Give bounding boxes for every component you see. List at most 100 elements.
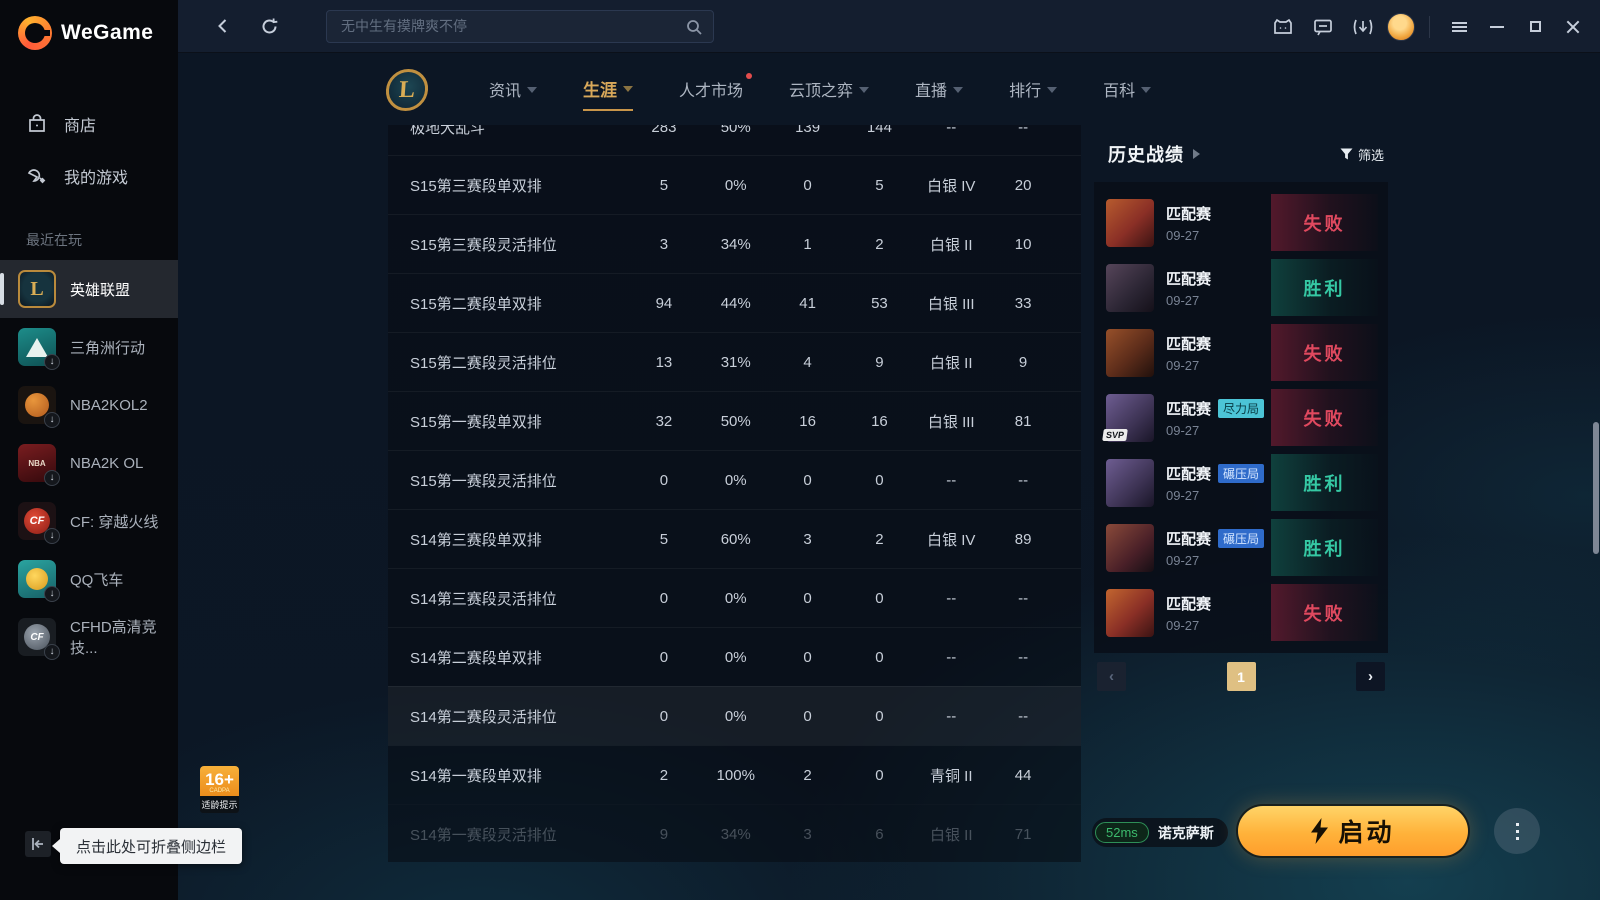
game-name: CFHD高清竞技... [70, 619, 157, 657]
sidebar-item-my-games[interactable]: 我的游戏 [0, 150, 178, 202]
next-page-button[interactable]: › [1356, 662, 1385, 691]
row-losses: 2 [875, 530, 884, 548]
row-wins: 0 [803, 648, 812, 666]
match-result-win: 胜利 [1271, 259, 1378, 316]
table-row[interactable]: S14第三赛段单双排 5 60% 3 2 白银 IV 89 [388, 509, 1081, 568]
row-wins: 2 [803, 766, 812, 784]
match-item[interactable]: 匹配赛 09-27 失败 [1094, 190, 1388, 255]
lol-nav: L 资讯 生涯 人才市场 云顶之弈 直播 排行 百科 [178, 53, 1600, 125]
main-menu-button[interactable] [1444, 12, 1474, 42]
row-winrate: 34% [720, 825, 751, 843]
hamburger-icon [1451, 20, 1467, 34]
table-row[interactable]: S15第三赛段单双排 5 0% 0 5 白银 IV 20 [388, 155, 1081, 214]
store-bag-icon [29, 114, 45, 132]
nav-tab-label: 百科 [1103, 83, 1136, 100]
search-icon[interactable] [685, 18, 703, 36]
sidebar-game-qq-speed[interactable]: ↓ QQ飞车 [0, 550, 178, 608]
row-wins: 1 [803, 235, 812, 253]
nav-tab-news[interactable]: 资讯 [489, 69, 538, 109]
downloads-button[interactable] [1347, 11, 1379, 43]
refresh-button[interactable] [252, 9, 286, 43]
table-row-highlighted[interactable]: S14第二赛段灵活排位 0 0% 0 0 -- -- [388, 686, 1081, 745]
table-row[interactable]: S14第一赛段单双排 2 100% 2 0 青铜 II 44 [388, 745, 1081, 804]
chevron-down-icon [527, 87, 538, 93]
crossfire-game-icon: CF ↓ [18, 502, 60, 544]
match-item[interactable]: 匹配赛 09-27 胜利 [1094, 255, 1388, 320]
sidebar-game-nba2kol2[interactable]: ↓ NBA2KOL2 [0, 376, 178, 434]
vertical-scrollbar[interactable] [1593, 422, 1599, 554]
row-losses: 5 [875, 176, 884, 194]
row-wins: 4 [803, 353, 812, 371]
user-avatar[interactable] [1387, 12, 1415, 41]
row-points: -- [1018, 125, 1029, 136]
sidebar-game-cfhd[interactable]: CF ↓ CFHD高清竞技... [0, 608, 178, 666]
lightning-bolt-icon [1311, 818, 1329, 844]
row-losses: 6 [875, 825, 884, 843]
row-games: 2 [659, 766, 669, 784]
table-row[interactable]: 极地大乱斗 283 50% 139 144 -- -- [388, 125, 1081, 155]
chat-icon [1314, 19, 1332, 35]
sidebar-item-store[interactable]: 商店 [0, 98, 178, 150]
sidebar-game-crossfire[interactable]: CF ↓ CF: 穿越火线 [0, 492, 178, 550]
nav-tab-ranking[interactable]: 排行 [1009, 69, 1058, 109]
row-rank: 白银 II [929, 826, 973, 844]
row-winrate: 0% [724, 176, 747, 194]
match-mode: 匹配赛 [1166, 400, 1212, 418]
row-winrate: 50% [720, 412, 751, 430]
table-row[interactable]: S14第一赛段灵活排位 9 34% 3 6 白银 II 71 [388, 804, 1081, 862]
nav-tab-career[interactable]: 生涯 [583, 68, 634, 111]
row-winrate: 34% [720, 235, 751, 253]
minimize-button[interactable] [1482, 12, 1512, 42]
match-item[interactable]: SVP 匹配赛 尽力局 09-27 失败 [1094, 385, 1388, 450]
workshop-button[interactable] [1267, 11, 1299, 43]
nav-tab-talent-market[interactable]: 人才市场 [679, 69, 753, 109]
nav-tab-live[interactable]: 直播 [915, 69, 964, 109]
notification-dot [746, 73, 753, 79]
lol-nav-logo[interactable]: L [384, 63, 430, 117]
champion-avatar [1106, 328, 1154, 377]
sidebar-game-delta-force[interactable]: ↓ 三角洲行动 [0, 318, 178, 376]
table-row[interactable]: S15第二赛段单双排 94 44% 41 53 白银 III 33 [388, 273, 1081, 332]
match-item[interactable]: 匹配赛 09-27 失败 [1094, 320, 1388, 385]
sidebar-game-nba2k-ol[interactable]: NBA ↓ NBA2K OL [0, 434, 178, 492]
download-manager-icon [1353, 19, 1373, 34]
champion-avatar: SVP [1102, 393, 1154, 442]
nav-tab-tft[interactable]: 云顶之弈 [789, 69, 870, 109]
maximize-button[interactable] [1520, 12, 1550, 42]
server-ping-pill[interactable]: 52ms 诺克萨斯 [1092, 818, 1228, 847]
table-row[interactable]: S14第二赛段单双排 0 0% 0 0 -- -- [388, 627, 1081, 686]
age-rating-value: 16+ [205, 770, 234, 789]
sidebar-game-lol[interactable]: L 英雄联盟 [0, 260, 178, 318]
table-row[interactable]: S15第一赛段单双排 32 50% 16 16 白银 III 81 [388, 391, 1081, 450]
launch-game-button[interactable]: 启动 [1238, 806, 1468, 856]
table-row[interactable]: S15第一赛段灵活排位 0 0% 0 0 -- -- [388, 450, 1081, 509]
search-input[interactable]: 无中生有摸牌爽不停 [326, 9, 714, 43]
messages-button[interactable] [1307, 11, 1339, 43]
back-button[interactable] [206, 9, 240, 43]
collapse-sidebar-button[interactable] [25, 831, 51, 857]
row-games: 13 [655, 353, 673, 371]
match-item[interactable]: 匹配赛 碾压局 09-27 胜利 [1094, 450, 1388, 515]
nav-tab-wiki[interactable]: 百科 [1103, 69, 1152, 109]
more-options-button[interactable] [1494, 808, 1540, 854]
filter-button[interactable]: 筛选 [1340, 145, 1384, 164]
nav-tab-label: 人才市场 [679, 83, 744, 100]
match-item[interactable]: 匹配赛 碾压局 09-27 胜利 [1094, 515, 1388, 580]
match-item[interactable]: 匹配赛 09-27 失败 [1094, 580, 1388, 645]
table-row[interactable]: S14第三赛段灵活排位 0 0% 0 0 -- -- [388, 568, 1081, 627]
chevron-right-icon[interactable] [1193, 149, 1200, 159]
row-points: -- [1018, 471, 1029, 489]
row-queue-name: S14第一赛段灵活排位 [410, 826, 557, 844]
row-losses: 0 [875, 471, 884, 489]
nav-tab-label: 生涯 [583, 80, 618, 100]
row-losses: 0 [875, 589, 884, 607]
row-wins: 0 [803, 176, 812, 194]
prev-page-button[interactable]: ‹ [1097, 662, 1126, 691]
row-losses: 0 [875, 707, 884, 725]
table-row[interactable]: S15第三赛段灵活排位 3 34% 1 2 白银 II 10 [388, 214, 1081, 273]
table-row[interactable]: S15第二赛段灵活排位 13 31% 4 9 白银 II 9 [388, 332, 1081, 391]
cfhd-game-icon: CF ↓ [18, 618, 60, 660]
close-button[interactable] [1558, 12, 1588, 42]
current-page[interactable]: 1 [1226, 662, 1256, 691]
row-points: 10 [1014, 235, 1032, 253]
